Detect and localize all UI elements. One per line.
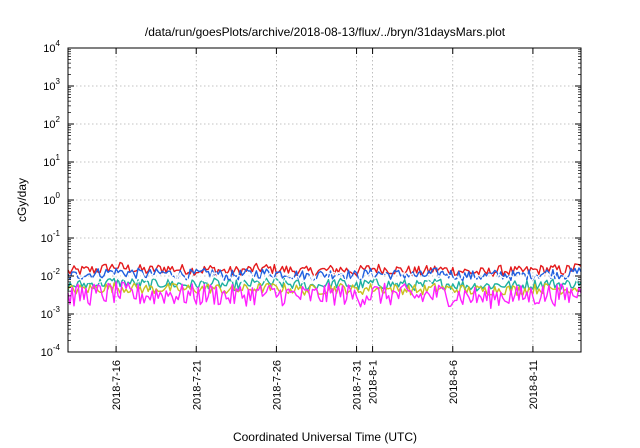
y-axis-label: cGy/day — [15, 178, 29, 222]
x-axis: 2018-7-16 2018-7-21 2018-7-26 2018-7-31 2018… — [111, 48, 540, 410]
series-line — [67, 271, 582, 285]
x-axis-label: Coordinated Universal Time (UTC) — [233, 430, 417, 444]
x-tick-label: 2018-8-1 — [368, 360, 380, 404]
x-tick-label: 2018-7-26 — [271, 360, 283, 410]
y-tick-label: 10-2 — [41, 267, 61, 283]
y-axis: 10-4 10-3 10-2 10-1 100 101 102 103 104 — [41, 39, 581, 359]
grid-lines — [68, 48, 581, 352]
chart-title: /data/run/goesPlots/archive/2018-08-13/f… — [145, 25, 506, 39]
x-tick-label: 2018-7-21 — [191, 360, 203, 410]
series-line — [67, 282, 582, 296]
y-tick-label: 10-4 — [41, 343, 61, 359]
y-tick-label: 100 — [43, 191, 60, 207]
y-tick-label: 10-3 — [41, 305, 61, 321]
series-line — [67, 261, 582, 278]
y-tick-label: 101 — [43, 153, 60, 169]
x-tick-label: 2018-8-6 — [448, 360, 460, 404]
data-series — [67, 261, 582, 309]
y-tick-label: 104 — [43, 39, 60, 55]
y-tick-label: 103 — [43, 77, 60, 93]
x-tick-label: 2018-7-31 — [352, 360, 364, 410]
series-line — [67, 267, 582, 282]
y-tick-label: 102 — [43, 115, 60, 131]
x-tick-label: 2018-7-16 — [111, 360, 123, 410]
x-tick-label: 2018-8-11 — [528, 360, 540, 409]
y-tick-label: 10-1 — [41, 229, 61, 245]
series-line — [67, 281, 582, 309]
